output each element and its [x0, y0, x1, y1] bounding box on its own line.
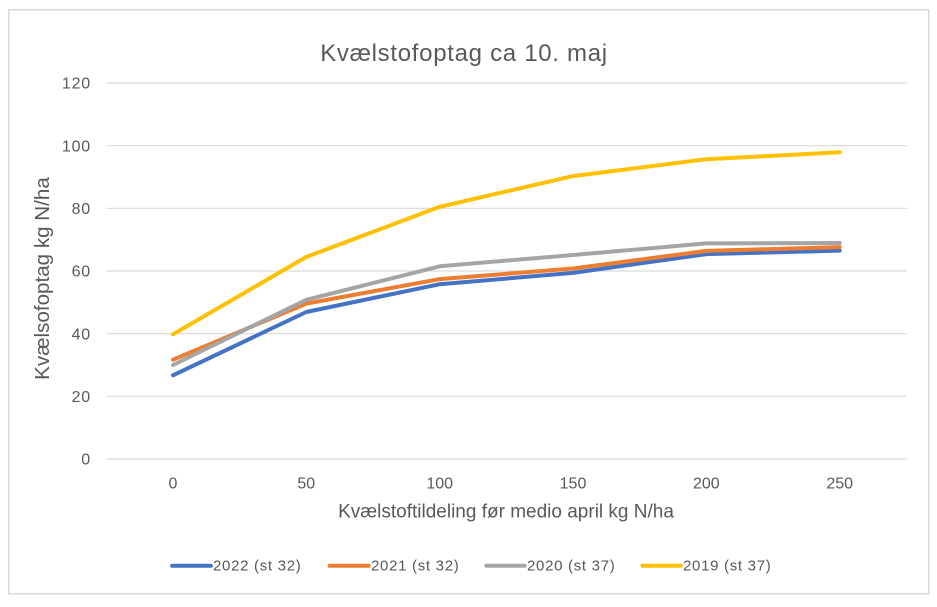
svg-text:2022 (st 32): 2022 (st 32)	[213, 558, 301, 575]
svg-text:100: 100	[62, 138, 91, 155]
svg-text:Kvælstoftildeling før medio ap: Kvælstoftildeling før medio april kg N/h…	[338, 501, 674, 522]
svg-text:120: 120	[62, 76, 91, 93]
svg-text:Kvælstofoptag ca 10. maj: Kvælstofoptag ca 10. maj	[320, 40, 608, 67]
svg-text:250: 250	[826, 476, 853, 493]
svg-text:2020 (st 37): 2020 (st 37)	[527, 558, 615, 575]
svg-text:0: 0	[81, 452, 91, 469]
svg-text:2019 (st 37): 2019 (st 37)	[683, 558, 771, 575]
svg-text:80: 80	[72, 201, 91, 218]
svg-text:50: 50	[297, 476, 315, 493]
svg-text:100: 100	[426, 476, 453, 493]
svg-text:40: 40	[72, 326, 91, 343]
svg-text:Kvælsofoptag kg N/ha: Kvælsofoptag kg N/ha	[31, 177, 54, 380]
svg-text:60: 60	[72, 264, 91, 281]
svg-text:2021 (st 32): 2021 (st 32)	[371, 558, 459, 575]
svg-text:200: 200	[693, 476, 720, 493]
svg-text:150: 150	[560, 476, 587, 493]
svg-text:20: 20	[72, 389, 91, 406]
svg-text:0: 0	[169, 476, 178, 493]
